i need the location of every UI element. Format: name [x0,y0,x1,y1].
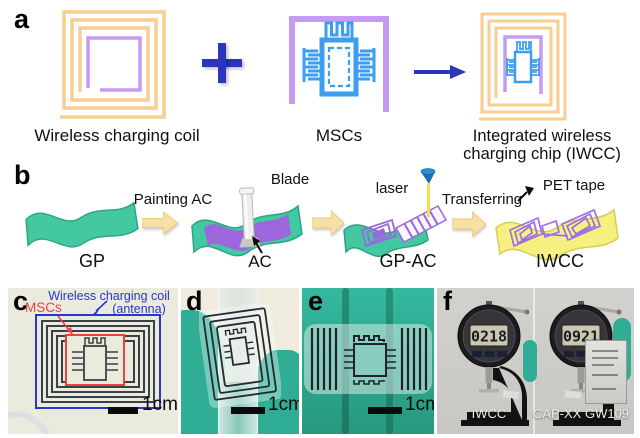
mscs-caption: MSCs [315,126,363,145]
ac-pointer-icon [252,236,263,254]
gauge-left-display: 0218 [471,328,507,346]
laser-beam [427,184,430,217]
photo-e-wrapped-on-fingers: e 1cm [302,288,434,434]
plus-icon [202,43,242,83]
wrapped-coil-pattern-e [310,328,428,390]
iwcc-step [495,208,619,261]
ac-caption: AC [248,252,272,271]
annotation-arrow-blue [91,300,108,316]
iwcc-icon [479,12,567,121]
patterned-coil [360,218,398,248]
photo-d-bent-on-tube: d 1cm [181,288,299,434]
photo-f-thickness-gauges: 0218 0921 [437,288,634,434]
wrapped-coil-pattern-d [199,304,281,408]
iwcc-caption-line1: Integrated wireless [472,127,612,145]
panel-c-label: c [13,288,29,316]
glove-finger-right [255,350,299,434]
scale-text-e: 1cm [405,394,434,415]
mscs-device [302,21,376,97]
process-arrow-1-icon [142,211,178,235]
gp-ac-step [343,205,448,257]
process-arrow-2-icon [312,210,344,236]
pet-tape-label: PET tape [542,177,606,194]
scale-bar-e [368,407,402,414]
gauge-right-caption: CAP-XX GW109 [532,406,630,421]
blade-label: Blade [270,171,310,188]
gauge-left-caption: IWCC [471,406,507,421]
iwcc-coil-spiral [479,12,567,121]
scale-bar-d [231,407,265,414]
painting-ac-label: Painting AC [133,191,213,208]
scale-text-d: 1cm [268,394,299,415]
antenna-annotation-line1: Wireless charging coil [48,289,170,303]
photo-c-graphics [8,300,161,434]
panel-a-label: a [14,4,30,34]
wireless-charging-coil-icon [60,10,166,119]
blade-icon [239,187,262,248]
coil-inner-loop [86,36,142,92]
capxx-package [585,340,627,404]
mscs-bracket [289,16,389,112]
iwcc-bracket [503,35,543,94]
panel-b-label: b [14,160,31,190]
panel-e-label: e [308,288,324,316]
laser-head-icon [420,168,436,184]
process-arrow-3-icon [452,211,486,237]
glove-hint-left [523,340,537,382]
mscs-annotation: MSCs [25,300,62,315]
iwcc-caption: Integrated wireless charging chip (IWCC) [447,127,637,164]
laser-label: laser [375,180,409,197]
gp-caption: GP [78,251,105,271]
gp-sheet [25,201,139,248]
panel-d-label: d [186,288,203,316]
photo-c-iwcc-flat: c Wireless charging coil (antenna) MSCs … [8,288,178,434]
mscs-icon [289,16,389,112]
iwcc-caption-line2: charging chip (IWCC) [463,145,621,164]
plus-bar-vertical [218,43,226,83]
transferred-coil-pattern [508,208,602,248]
antenna-annotation-line2: (antenna) [112,302,166,316]
printed-msc [72,337,118,381]
gp-ac-caption: GP-AC [379,251,437,271]
coil-spiral [60,10,166,119]
annotation-arrow-red [57,315,73,335]
transferring-label: Transferring [441,191,523,208]
peeled-flap [394,205,448,243]
mscs-outline-box [65,334,125,386]
ac-coating-step [191,187,303,257]
arrow-right-icon [414,65,466,79]
iwcc-step-caption: IWCC [536,251,584,271]
coil-caption: Wireless charging coil [34,126,200,145]
panel-f-label: f [443,288,452,316]
pet-tape-pointer-icon [517,186,534,202]
scale-text-c: 1cm [142,394,178,415]
iwcc-msc-device [506,41,540,84]
antenna-outline-box [35,314,161,409]
scale-bar-c [108,407,138,414]
thickness-gauge-left: 0218 [457,301,530,426]
